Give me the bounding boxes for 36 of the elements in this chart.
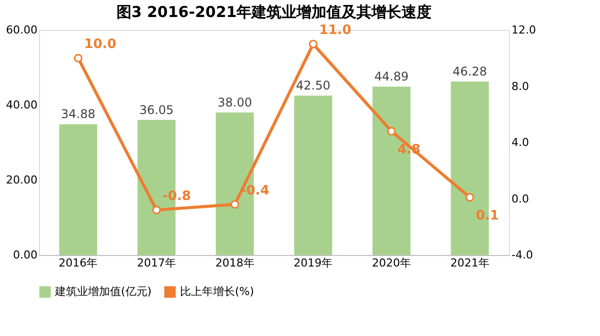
data-label: -0.8 [162,189,191,204]
bar [59,124,98,255]
data-label: 46.28 [452,64,488,78]
y-tick-label: 40.00 [6,98,38,112]
y-tick-label: 20.00 [6,174,38,186]
y2-tick-label: 4.0 [512,136,529,149]
x-tick-label: 2018年 [215,256,254,270]
y2-tick-label: 12.0 [512,24,536,36]
chart-title: 图3 2016-2021年建筑业增加值及其增长速度 [116,3,432,21]
point [74,54,82,62]
point [387,126,396,136]
y-tick-label: 0.00 [13,248,38,262]
data-label: 11.0 [319,23,352,38]
x-tick-label: 2021年 [450,256,490,270]
y-tick-label: 60.00 [6,24,38,36]
y2-tick-label: 8.0 [512,80,529,93]
data-label: 10.0 [84,37,116,52]
legend-label: 比上年增长(%) [180,285,254,298]
bar [294,96,332,255]
data-label: -0.4 [240,183,270,198]
point [152,206,161,214]
data-label: 36.05 [139,102,174,117]
data-label: 38.00 [218,96,252,110]
data-label: 34.88 [60,107,96,122]
x-tick-label: 2020年 [372,256,411,270]
x-tick-label: 2019年 [294,256,333,270]
point [230,200,240,209]
point [308,40,318,48]
data-label: 42.50 [296,78,330,93]
y2-tick-label: -4.0 [512,248,533,262]
x-tick-label: 2017年 [137,256,176,270]
y2-tick-label: 0.0 [512,192,529,206]
legend-label: 建筑业增加值(亿元) [54,285,152,298]
x-tick-label: 2016年 [58,256,98,270]
data-label: 44.89 [374,70,409,84]
point [466,193,474,202]
